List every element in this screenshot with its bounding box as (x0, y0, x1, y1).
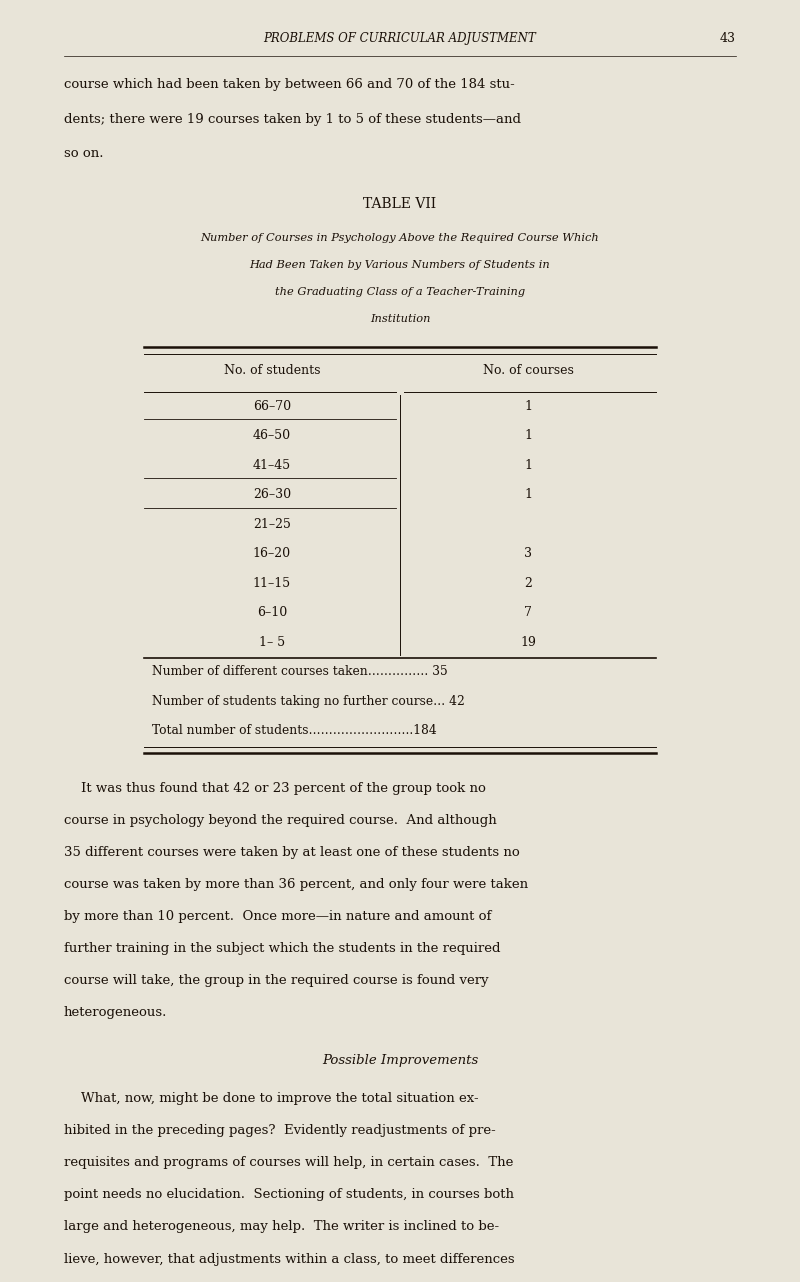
Text: 66–70: 66–70 (253, 400, 291, 413)
Text: Number of students taking no further course… 42: Number of students taking no further cou… (152, 695, 465, 708)
Text: by more than 10 percent.  Once more—in nature and amount of: by more than 10 percent. Once more—in na… (64, 910, 491, 923)
Text: heterogeneous.: heterogeneous. (64, 1006, 167, 1019)
Text: 26–30: 26–30 (253, 488, 291, 501)
Text: Number of Courses in Psychology Above the Required Course Which: Number of Courses in Psychology Above th… (201, 233, 599, 244)
Text: 19: 19 (520, 636, 536, 649)
Text: large and heterogeneous, may help.  The writer is inclined to be-: large and heterogeneous, may help. The w… (64, 1220, 499, 1233)
Text: 16–20: 16–20 (253, 547, 291, 560)
Text: further training in the subject which the students in the required: further training in the subject which th… (64, 942, 501, 955)
Text: 35 different courses were taken by at least one of these students no: 35 different courses were taken by at le… (64, 846, 520, 859)
Text: Total number of students……………………..184: Total number of students……………………..184 (152, 724, 437, 737)
Text: 1: 1 (524, 488, 532, 501)
Text: Number of different courses taken…………… 35: Number of different courses taken…………… 3… (152, 665, 448, 678)
Text: 46–50: 46–50 (253, 429, 291, 442)
Text: so on.: so on. (64, 147, 103, 160)
Text: 41–45: 41–45 (253, 459, 291, 472)
Text: Institution: Institution (370, 314, 430, 324)
Text: PROBLEMS OF CURRICULAR ADJUSTMENT: PROBLEMS OF CURRICULAR ADJUSTMENT (264, 32, 536, 45)
Text: course in psychology beyond the required course.  And although: course in psychology beyond the required… (64, 814, 497, 827)
Text: 2: 2 (524, 577, 532, 590)
Text: 6–10: 6–10 (257, 606, 287, 619)
Text: 1: 1 (524, 400, 532, 413)
Text: the Graduating Class of a Teacher-Training: the Graduating Class of a Teacher-Traini… (275, 287, 525, 297)
Text: point needs no elucidation.  Sectioning of students, in courses both: point needs no elucidation. Sectioning o… (64, 1188, 514, 1201)
Text: 43: 43 (720, 32, 736, 45)
Text: dents; there were 19 courses taken by 1 to 5 of these students—and: dents; there were 19 courses taken by 1 … (64, 113, 521, 126)
Text: course will take, the group in the required course is found very: course will take, the group in the requi… (64, 974, 489, 987)
Text: 1: 1 (524, 459, 532, 472)
Text: No. of courses: No. of courses (482, 364, 574, 377)
Text: requisites and programs of courses will help, in certain cases.  The: requisites and programs of courses will … (64, 1156, 514, 1169)
Text: No. of students: No. of students (224, 364, 320, 377)
Text: What, now, might be done to improve the total situation ex-: What, now, might be done to improve the … (64, 1092, 478, 1105)
Text: 1: 1 (524, 429, 532, 442)
Text: 21–25: 21–25 (253, 518, 291, 531)
Text: hibited in the preceding pages?  Evidently readjustments of pre-: hibited in the preceding pages? Evidentl… (64, 1124, 496, 1137)
Text: Had Been Taken by Various Numbers of Students in: Had Been Taken by Various Numbers of Stu… (250, 260, 550, 271)
Text: Possible Improvements: Possible Improvements (322, 1054, 478, 1067)
Text: 1– 5: 1– 5 (259, 636, 285, 649)
Text: 11–15: 11–15 (253, 577, 291, 590)
Text: course which had been taken by between 66 and 70 of the 184 stu-: course which had been taken by between 6… (64, 78, 514, 91)
Text: 7: 7 (524, 606, 532, 619)
Text: lieve, however, that adjustments within a class, to meet differences: lieve, however, that adjustments within … (64, 1253, 514, 1265)
Text: It was thus found that 42 or 23 percent of the group took no: It was thus found that 42 or 23 percent … (64, 782, 486, 795)
Text: 3: 3 (524, 547, 532, 560)
Text: course was taken by more than 36 percent, and only four were taken: course was taken by more than 36 percent… (64, 878, 528, 891)
Text: TABLE VII: TABLE VII (363, 197, 437, 212)
